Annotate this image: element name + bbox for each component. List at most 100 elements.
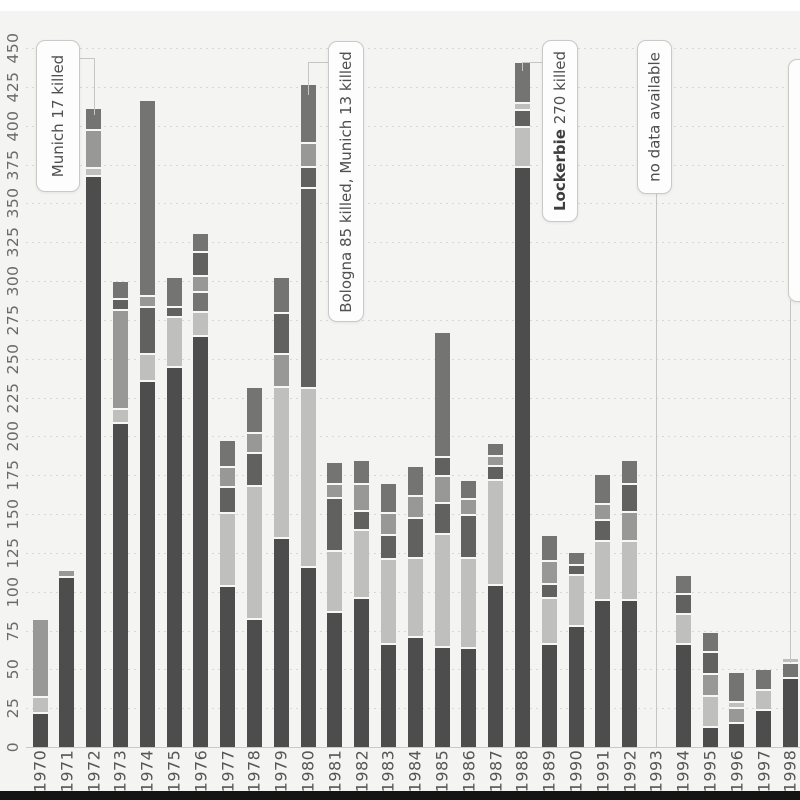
bar-1978-segment-1[interactable] — [246, 487, 262, 620]
bar-1981-segment-1[interactable] — [327, 552, 343, 614]
bar-1987-segment-2[interactable] — [488, 466, 504, 482]
bar-1979-segment-4[interactable] — [273, 277, 289, 314]
bar-1975[interactable] — [166, 278, 182, 747]
bar-1985-segment-2[interactable] — [434, 503, 450, 536]
bar-1976-segment-2[interactable] — [193, 292, 209, 314]
bar-1978-segment-3[interactable] — [246, 433, 262, 455]
bar-1980-segment-3[interactable] — [300, 167, 316, 189]
bar-1970-segment-0[interactable] — [32, 714, 48, 747]
bar-1991-segment-0[interactable] — [595, 601, 611, 747]
bar-1994-segment-3[interactable] — [675, 576, 691, 596]
bar-1979-segment-2[interactable] — [273, 354, 289, 388]
bar-1970-segment-1[interactable] — [32, 698, 48, 715]
bar-1988[interactable] — [514, 63, 530, 747]
bar-1986[interactable] — [461, 481, 477, 747]
bar-1978-segment-2[interactable] — [246, 454, 262, 488]
bar-1991-segment-1[interactable] — [595, 541, 611, 602]
bar-1980[interactable] — [300, 84, 316, 747]
bar-1976-segment-3[interactable] — [193, 276, 209, 293]
bar-1983[interactable] — [380, 484, 396, 747]
bar-1996-segment-1[interactable] — [729, 709, 745, 724]
bar-1987-segment-4[interactable] — [488, 443, 504, 457]
bar-1971[interactable] — [59, 571, 75, 747]
bar-1971-segment-0[interactable] — [59, 577, 75, 747]
bar-1997[interactable] — [756, 670, 772, 747]
bar-1987-segment-1[interactable] — [488, 481, 504, 586]
bar-1984[interactable] — [407, 467, 423, 747]
bar-1981-segment-2[interactable] — [327, 499, 343, 553]
bar-1989[interactable] — [541, 535, 557, 747]
bar-1991-segment-4[interactable] — [595, 475, 611, 505]
bar-1992-segment-2[interactable] — [622, 513, 638, 542]
bar-1977[interactable] — [220, 440, 236, 747]
bar-1973-segment-2[interactable] — [112, 311, 128, 410]
bar-1983-segment-1[interactable] — [380, 560, 396, 645]
bar-1991[interactable] — [595, 475, 611, 747]
bar-1996-segment-3[interactable] — [729, 672, 745, 703]
bar-1985-segment-4[interactable] — [434, 457, 450, 478]
bar-1989-segment-4[interactable] — [541, 535, 557, 563]
bar-1983-segment-3[interactable] — [380, 514, 396, 537]
bar-1990-segment-0[interactable] — [568, 627, 584, 747]
bar-1972[interactable] — [86, 108, 102, 747]
bar-1970-segment-2[interactable] — [32, 620, 48, 699]
bar-1986-segment-0[interactable] — [461, 649, 477, 747]
bar-1990-segment-2[interactable] — [568, 565, 584, 576]
bar-1991-segment-3[interactable] — [595, 504, 611, 521]
bar-1998[interactable] — [782, 659, 798, 747]
bar-1983-segment-2[interactable] — [380, 536, 396, 561]
bar-1992-segment-3[interactable] — [622, 484, 638, 514]
bar-1981-segment-0[interactable] — [327, 613, 343, 747]
bar-1992-segment-4[interactable] — [622, 461, 638, 485]
bar-1995[interactable] — [702, 633, 718, 747]
bar-1974-segment-3[interactable] — [139, 296, 155, 309]
bar-1995-segment-2[interactable] — [702, 674, 718, 697]
bar-1984-segment-0[interactable] — [407, 638, 423, 747]
bar-1996-segment-0[interactable] — [729, 723, 745, 747]
bar-1988-segment-4[interactable] — [514, 63, 530, 105]
bar-1974-segment-0[interactable] — [139, 382, 155, 747]
bar-1973-segment-3[interactable] — [112, 299, 128, 312]
bar-1985-segment-5[interactable] — [434, 333, 450, 458]
bar-1983-segment-4[interactable] — [380, 484, 396, 515]
bar-1974-segment-2[interactable] — [139, 308, 155, 356]
bar-1972-segment-0[interactable] — [86, 177, 102, 747]
bar-1979-segment-1[interactable] — [273, 387, 289, 539]
bar-1976-segment-4[interactable] — [193, 252, 209, 277]
bar-1980-segment-1[interactable] — [300, 389, 316, 569]
bar-1975-segment-3[interactable] — [166, 278, 182, 309]
bar-1984-segment-3[interactable] — [407, 497, 423, 520]
bar-1982-segment-1[interactable] — [354, 530, 370, 600]
bar-1992-segment-1[interactable] — [622, 541, 638, 602]
bar-1979-segment-3[interactable] — [273, 313, 289, 355]
bar-1988-segment-0[interactable] — [514, 167, 530, 747]
bar-1998-segment-1[interactable] — [782, 664, 798, 679]
bar-1985[interactable] — [434, 333, 450, 747]
bar-1991-segment-2[interactable] — [595, 520, 611, 542]
bar-1989-segment-0[interactable] — [541, 644, 557, 747]
bar-1986-segment-3[interactable] — [461, 500, 477, 517]
bar-1975-segment-1[interactable] — [166, 317, 182, 369]
bar-1983-segment-0[interactable] — [380, 644, 396, 747]
bar-1977-segment-2[interactable] — [220, 488, 236, 514]
bar-1984-segment-1[interactable] — [407, 558, 423, 639]
bar-1990-segment-1[interactable] — [568, 575, 584, 628]
bar-1990-segment-3[interactable] — [568, 553, 584, 566]
bar-1970[interactable] — [32, 620, 48, 747]
bar-1972-segment-3[interactable] — [86, 108, 102, 132]
bar-1987-segment-0[interactable] — [488, 585, 504, 747]
bar-1979-segment-0[interactable] — [273, 538, 289, 747]
bar-1995-segment-0[interactable] — [702, 728, 718, 747]
bar-1982-segment-3[interactable] — [354, 484, 370, 512]
bar-1973-segment-4[interactable] — [112, 282, 128, 300]
bar-1984-segment-2[interactable] — [407, 519, 423, 559]
bar-1976-segment-1[interactable] — [193, 313, 209, 338]
bar-1996-segment-2[interactable] — [729, 702, 745, 710]
bar-1994[interactable] — [675, 576, 691, 747]
bar-1987-segment-3[interactable] — [488, 456, 504, 467]
bar-1976[interactable] — [193, 233, 209, 747]
bar-1975-segment-2[interactable] — [166, 308, 182, 318]
bar-1973[interactable] — [112, 282, 128, 747]
bar-1996[interactable] — [729, 672, 745, 747]
bar-1981-segment-3[interactable] — [327, 484, 343, 500]
